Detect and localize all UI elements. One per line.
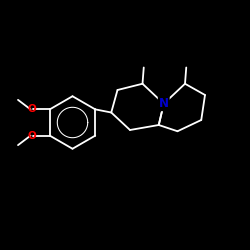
Text: N: N xyxy=(159,97,169,110)
Text: O: O xyxy=(28,104,36,115)
Text: O: O xyxy=(28,130,36,140)
